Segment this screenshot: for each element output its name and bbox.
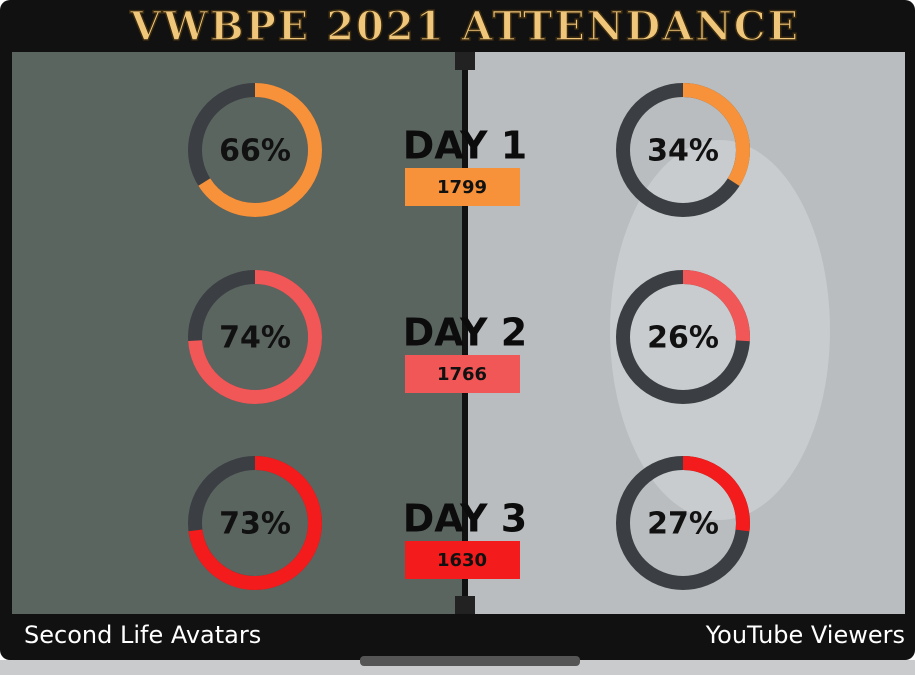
percent-label: 66% [219, 134, 291, 169]
total-label: 1799 [437, 177, 487, 198]
series-label: YouTube Viewers [705, 621, 905, 649]
percent-label: 74% [219, 321, 291, 356]
title: VWBPE 2021 ATTENDANCE [129, 3, 800, 50]
day-label: DAY 2 [403, 311, 528, 355]
divider-cap [455, 52, 475, 70]
total-label: 1630 [437, 550, 487, 571]
divider-cap [455, 596, 475, 614]
percent-label: 34% [647, 134, 719, 169]
percent-label: 73% [219, 507, 291, 542]
day-label: DAY 1 [403, 124, 528, 168]
infographic: VWBPE 2021 ATTENDANCE 66% 74% 73% Second Li… [0, 0, 915, 675]
total-label: 1766 [437, 364, 487, 385]
series-label: Second Life Avatars [24, 621, 261, 649]
percent-label: 26% [647, 321, 719, 356]
percent-label: 27% [647, 507, 719, 542]
day-label: DAY 3 [403, 497, 528, 541]
laptop-notch [360, 656, 580, 666]
